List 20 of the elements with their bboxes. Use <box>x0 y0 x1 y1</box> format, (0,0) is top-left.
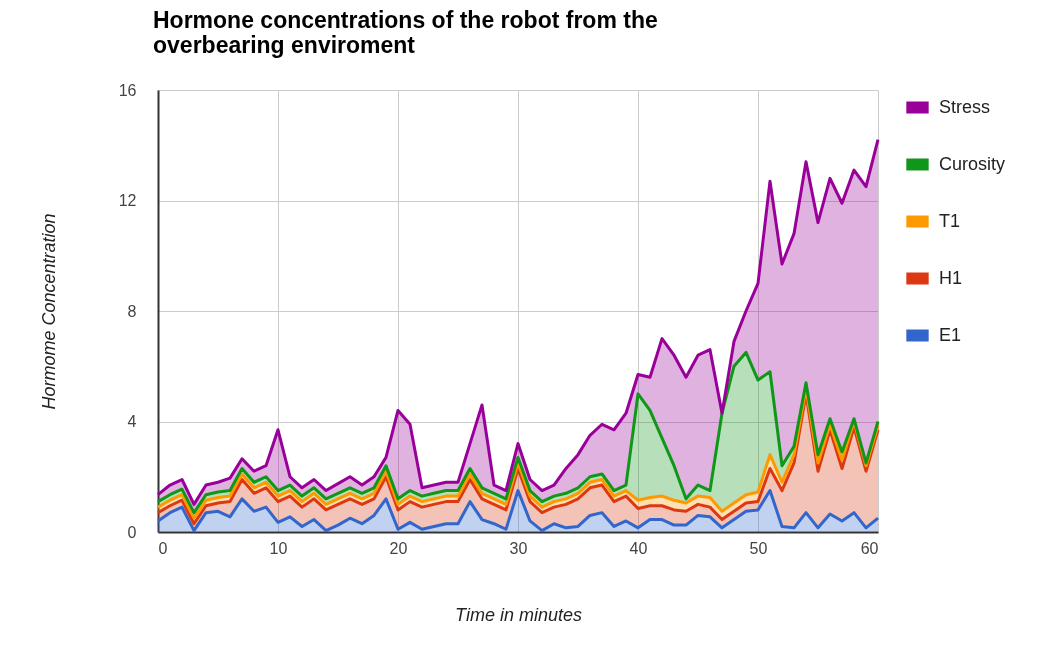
x-tick-label: 30 <box>509 539 528 557</box>
x-tick-label: 0 <box>158 539 168 557</box>
y-tick-label: 8 <box>127 302 137 320</box>
legend-label: Curosity <box>939 153 1006 174</box>
legend-label: H1 <box>939 267 963 288</box>
x-tick-label: 50 <box>749 539 768 557</box>
x-tick-label: 10 <box>269 539 288 557</box>
x-tick-label: 60 <box>860 539 879 557</box>
x-tick-label: 40 <box>629 539 648 557</box>
y-axis-title: Hormome Concentration <box>38 213 59 410</box>
y-tick-label: 12 <box>118 192 137 209</box>
legend-label: Stress <box>939 96 991 117</box>
x-axis-title: Time in minutes <box>455 604 582 625</box>
x-tick-label: 20 <box>389 539 408 557</box>
y-tick-label: 0 <box>127 523 137 541</box>
y-tick-label: 4 <box>127 413 137 430</box>
legend-label: E1 <box>939 324 962 345</box>
legend-label: T1 <box>939 210 961 231</box>
chart-title: Hormone concentrations of the robot from the overbearing enviroment <box>153 7 658 58</box>
y-tick-label: 16 <box>118 81 137 99</box>
